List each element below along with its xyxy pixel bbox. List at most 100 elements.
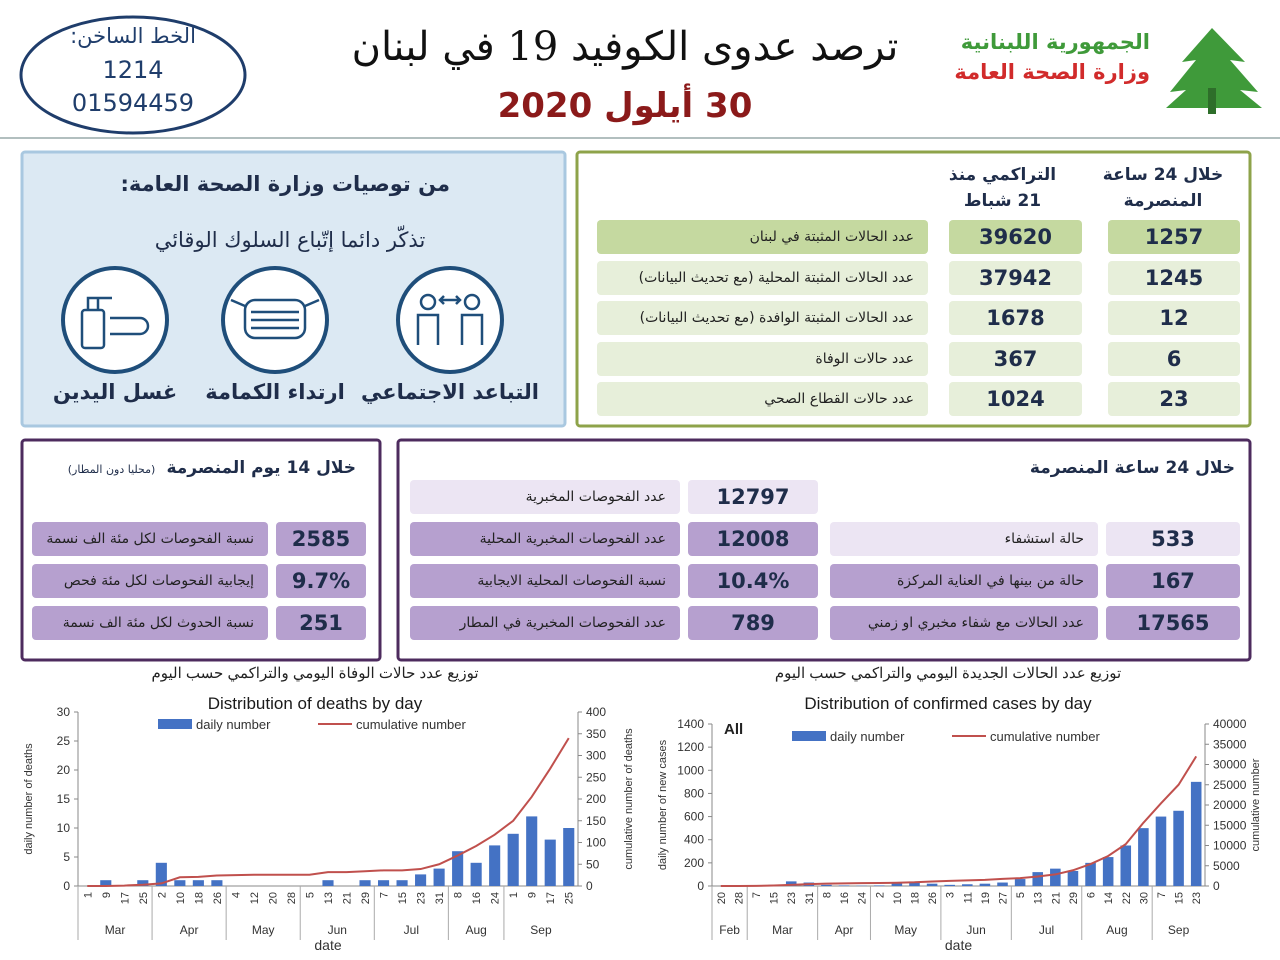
bar: [979, 883, 991, 886]
column-header: التراكمي منذ 21 شباط: [948, 165, 1057, 211]
cedar-logo: [1166, 28, 1262, 114]
y-tick-label: 1000: [677, 763, 704, 777]
recommendation-item: التباعد الاجتماعي: [361, 380, 539, 404]
bar: [526, 816, 538, 886]
x-tick-label: 21: [342, 892, 354, 904]
row-value: 789: [688, 606, 818, 640]
y-tick-label: 800: [684, 786, 704, 800]
x-tick-label: 16: [471, 892, 483, 904]
bar: [926, 883, 938, 886]
icon-glyphs: [80, 293, 484, 350]
x-tick-label: 23: [1191, 892, 1203, 904]
x-tick-label: 24: [490, 892, 502, 904]
x-tick-label: 4: [230, 892, 242, 898]
y2-axis-label: cumulative number of deaths: [623, 728, 635, 870]
row-value: 17565: [1106, 606, 1240, 640]
y-tick-label: 20: [57, 763, 71, 777]
bar: [415, 874, 427, 886]
row-label: عدد الحالات المثبتة المحلية (مع تحديث ال…: [597, 260, 928, 295]
bar: [489, 845, 501, 886]
y2-axis-label: cumulative number: [1250, 758, 1262, 851]
y-tick-label: 200: [684, 856, 704, 870]
day-value: 12: [1108, 301, 1240, 335]
bar: [433, 868, 445, 886]
x-tick-label: 25: [138, 892, 150, 904]
bar: [211, 880, 223, 886]
chart: توزيع عدد حالات الوفاة اليومي والتراكمي …: [23, 665, 635, 953]
row-value: 10.4%: [688, 564, 818, 598]
bar: [174, 880, 186, 886]
bar: [1102, 857, 1114, 886]
day-value: 6: [1108, 341, 1240, 376]
y-axis-label: daily number of deaths: [23, 743, 35, 855]
x-tick-label: 21: [1050, 892, 1062, 904]
bar: [1190, 781, 1202, 886]
y2-tick-label: 0: [1213, 879, 1220, 893]
bar: [470, 862, 482, 886]
y-tick-label: 25: [57, 734, 71, 748]
x-tick-label: 5: [1015, 892, 1027, 898]
row-value: 251: [276, 606, 366, 640]
x-tick-label: 30: [1138, 892, 1150, 904]
cumulative-value: 1678: [949, 301, 1082, 335]
x-tick-label: 26: [212, 892, 224, 904]
x-tick-label: 19: [980, 892, 992, 904]
y-tick-label: 400: [684, 833, 704, 847]
bar: [944, 884, 955, 886]
chart-subtitle: Distribution of deaths by day: [208, 694, 423, 713]
bar: [821, 884, 832, 886]
y2-tick-label: 40000: [1213, 717, 1247, 731]
hotline-ellipse: [19, 15, 247, 135]
legend-label: cumulative number: [990, 729, 1100, 744]
x-tick-label: 18: [193, 892, 205, 904]
line: [720, 755, 1198, 887]
x-tick-label: 2: [156, 892, 168, 898]
x-tick-label: 9: [101, 892, 113, 898]
row-label: حالة من بينها في العناية المركزة: [830, 564, 1098, 598]
row-label: نسبة الحدوث لكل مئة الف نسمة: [32, 606, 268, 640]
x-tick-label: 13: [1033, 892, 1045, 904]
x-tick-label: 22: [1121, 892, 1133, 904]
y-tick-label: 10: [57, 821, 71, 835]
y2-tick-label: 10000: [1213, 839, 1247, 853]
y-tick-label: 1400: [677, 717, 704, 731]
bar: [1173, 810, 1184, 886]
recommendation-item: غسل اليدين: [52, 380, 178, 404]
y-tick-label: 30: [57, 705, 71, 719]
month-label: May: [252, 923, 275, 937]
x-tick-label: 31: [434, 892, 446, 904]
row-value: 9.7%: [276, 564, 366, 598]
cumulative-value: 1024: [949, 382, 1082, 416]
bar: [873, 885, 885, 886]
bar: [1067, 870, 1079, 886]
y2-tick-label: 100: [586, 836, 606, 850]
x-tick-label: 1: [508, 892, 520, 898]
x-tick-label: 18: [909, 892, 921, 904]
row-label: نسبة الفحوصات المحلية الايجابية: [410, 564, 680, 598]
hotline-short: 1214: [102, 56, 164, 84]
bar: [838, 885, 850, 886]
month-label: Apr: [835, 923, 854, 937]
chart-subtitle: Distribution of confirmed cases by day: [804, 694, 1092, 713]
row-label: نسبة الفحوصات لكل مئة الف نسمة: [32, 522, 268, 556]
title: خلال 14 يوم المنصرمة: [166, 458, 356, 478]
bar: [909, 882, 920, 886]
y2-tick-label: 35000: [1213, 737, 1247, 751]
y2-tick-label: 0: [586, 879, 593, 893]
cumulative-value: 39620: [949, 220, 1082, 254]
x-tick-label: 10: [175, 892, 187, 904]
legend-swatch: [792, 731, 826, 741]
hotline-phone: 01594459: [71, 89, 195, 117]
bar: [962, 884, 973, 886]
x-tick-label: 11: [962, 892, 974, 903]
cumulative-value: 367: [949, 341, 1082, 376]
x-tick-label: 6: [1086, 892, 1098, 898]
x-tick-label: 26: [927, 892, 939, 904]
row-label: عدد الفحوصات المخبرية: [410, 480, 680, 514]
bar: [1050, 868, 1061, 886]
row-value: 533: [1106, 522, 1240, 556]
x-tick-label: 27: [998, 892, 1010, 904]
row-value: 12008: [688, 522, 818, 556]
x-tick-label: 28: [733, 892, 745, 904]
x-tick-label: 8: [453, 892, 465, 898]
